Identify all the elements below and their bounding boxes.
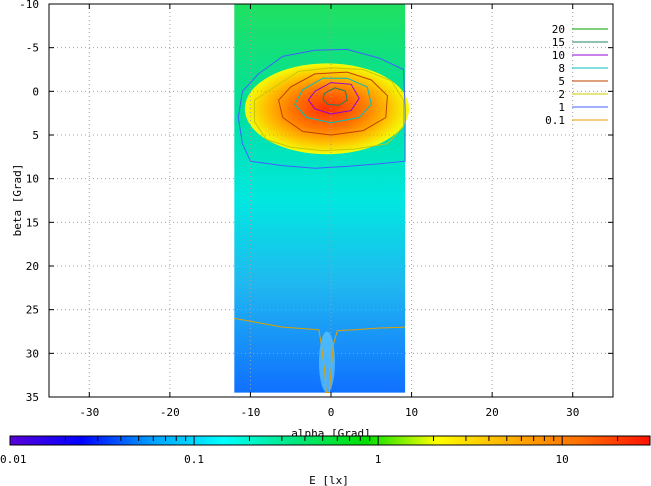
x-tick-label: 20 xyxy=(486,406,499,419)
x-tick-label: 10 xyxy=(405,406,418,419)
x-tick-label: -30 xyxy=(79,406,99,419)
contour-line-8 xyxy=(294,77,372,124)
contour-line-15 xyxy=(322,87,348,106)
heatmap-hotspot xyxy=(244,63,410,155)
contour-lines xyxy=(234,48,406,394)
heatmap-field xyxy=(234,4,410,393)
contour-line-1 xyxy=(237,48,406,169)
legend-label: 20 xyxy=(552,23,565,36)
x-tick-label: -20 xyxy=(160,406,180,419)
y-tick-label: 30 xyxy=(26,347,39,360)
y-tick-label: 15 xyxy=(26,216,39,229)
contour-line-10 xyxy=(307,82,360,115)
y-tick-label: 35 xyxy=(26,391,39,404)
x-tick-label: 30 xyxy=(566,406,579,419)
y-tick-label: -10 xyxy=(19,0,39,11)
legend-label: 1 xyxy=(558,101,565,114)
y-tick-label: 25 xyxy=(26,304,39,317)
colorbar-tick-label: 10 xyxy=(556,453,569,466)
heatmap-lower-streak xyxy=(318,331,335,393)
y-tick-label: 0 xyxy=(32,85,39,98)
y-tick-label: 5 xyxy=(32,129,39,142)
contour-line-2 xyxy=(254,67,404,152)
y-tick-label: 20 xyxy=(26,260,39,273)
x-tick-label: -10 xyxy=(240,406,260,419)
x-axis-ticks: -30 -20 -10 0 10 20 30 xyxy=(79,4,579,419)
legend-label: 2 xyxy=(558,88,565,101)
y-tick-label: -5 xyxy=(26,42,39,55)
contour-line-5 xyxy=(278,71,388,136)
colorbar-tick-label: 1 xyxy=(375,453,382,466)
x-tick-label: 0 xyxy=(328,406,335,419)
colorbar-tick-label: 0.01 xyxy=(0,453,27,466)
colorbar-label: E [lx] xyxy=(309,474,349,486)
legend-label: 5 xyxy=(558,75,565,88)
colorbar: 0.01 0.1 1 10 xyxy=(0,435,651,466)
grid-lines xyxy=(49,3,613,398)
legend-label: 0.1 xyxy=(545,114,565,127)
y-tick-label: 10 xyxy=(26,173,39,186)
legend-label: 10 xyxy=(552,49,565,62)
colorbar-tick-label: 0.1 xyxy=(184,453,204,466)
contour-line-0-1 xyxy=(234,317,406,394)
legend-label: 8 xyxy=(558,62,565,75)
y-axis-label: beta [Grad] xyxy=(11,164,24,237)
legend-label: 15 xyxy=(552,36,565,49)
